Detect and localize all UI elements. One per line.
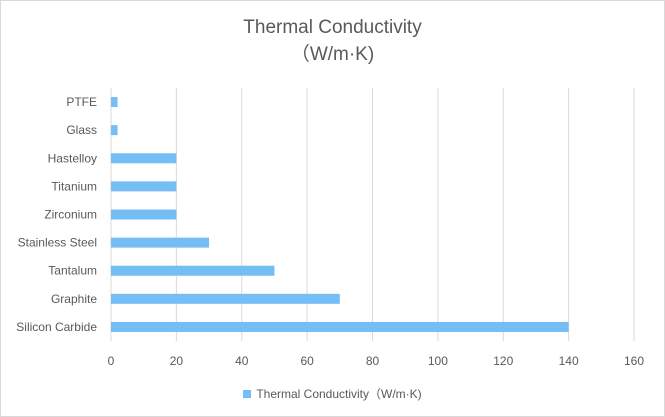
bar bbox=[111, 237, 210, 248]
x-tick-label: 0 bbox=[108, 354, 115, 368]
y-category-label: Graphite bbox=[51, 292, 97, 306]
bar bbox=[111, 97, 118, 108]
bar bbox=[111, 321, 569, 332]
legend-label: Thermal Conductivity（W/m·K) bbox=[256, 387, 422, 401]
x-tick-label: 40 bbox=[235, 354, 249, 368]
chart-title-line-2: （W/m·K) bbox=[290, 44, 375, 65]
x-tick-label: 20 bbox=[170, 354, 184, 368]
y-category-label: Hastelloy bbox=[48, 151, 97, 165]
bar bbox=[111, 181, 177, 192]
y-category-label: Stainless Steel bbox=[18, 236, 97, 250]
legend: Thermal Conductivity（W/m·K) bbox=[0, 385, 665, 402]
x-tick-label: 140 bbox=[559, 354, 579, 368]
bar bbox=[111, 125, 118, 136]
x-tick-label: 160 bbox=[624, 354, 644, 368]
x-tick-label: 120 bbox=[493, 354, 513, 368]
y-category-label: Tantalum bbox=[48, 264, 97, 278]
y-category-label: Zirconium bbox=[44, 208, 97, 222]
legend-swatch bbox=[243, 389, 252, 398]
x-tick-label: 60 bbox=[300, 354, 314, 368]
y-category-label: Silicon Carbide bbox=[16, 320, 97, 334]
bar bbox=[111, 153, 177, 164]
bar bbox=[111, 265, 275, 276]
bar bbox=[111, 293, 340, 304]
x-tick-label: 80 bbox=[366, 354, 380, 368]
y-category-label: PTFE bbox=[66, 95, 97, 109]
bar bbox=[111, 209, 177, 220]
y-category-label: Glass bbox=[66, 123, 97, 137]
y-category-label: Titanium bbox=[51, 179, 97, 193]
x-tick-label: 100 bbox=[428, 354, 448, 368]
chart-title-line-1: Thermal Conductivity bbox=[243, 17, 422, 38]
